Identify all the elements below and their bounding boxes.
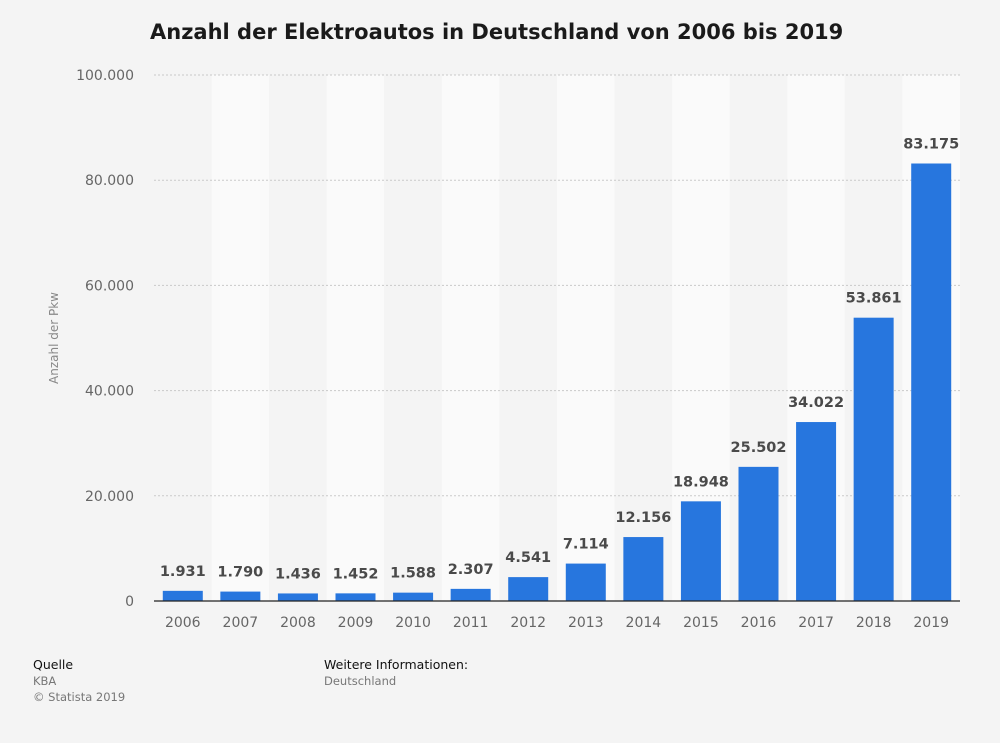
x-tick-label: 2012 <box>510 615 546 631</box>
source-block: Quelle KBA © Statista 2019 <box>33 657 125 705</box>
bar <box>508 577 549 601</box>
background-band <box>154 75 212 601</box>
chart-title: Anzahl der Elektroautos in Deutschland v… <box>150 20 844 44</box>
bar <box>450 588 491 601</box>
value-label: 1.588 <box>390 566 436 582</box>
y-tick-label: 0 <box>125 594 134 610</box>
background-band <box>499 75 557 601</box>
background-band <box>384 75 442 601</box>
bar <box>796 422 837 601</box>
value-label: 7.114 <box>563 537 609 553</box>
copyright: © Statista 2019 <box>33 690 126 704</box>
value-label: 1.436 <box>275 566 321 582</box>
bar <box>623 537 664 601</box>
value-label: 25.502 <box>731 440 787 456</box>
bar <box>680 501 721 601</box>
y-tick-label: 40.000 <box>85 384 134 400</box>
background-band <box>211 75 270 601</box>
value-label: 83.175 <box>903 136 959 152</box>
bar <box>911 163 952 601</box>
x-tick-label: 2008 <box>280 615 316 631</box>
bar <box>335 593 376 601</box>
bar <box>565 563 606 601</box>
value-label: 18.948 <box>673 474 729 490</box>
background-bands <box>154 75 960 601</box>
background-band <box>441 75 500 601</box>
x-tick-label: 2007 <box>223 615 259 631</box>
y-axis-ticks: 0 20.000 40.000 60.000 80.000 100.000 <box>76 68 134 610</box>
bars <box>162 163 952 601</box>
x-tick-label: 2016 <box>741 615 777 631</box>
value-labels: 1.931 1.790 1.436 1.452 1.588 2.307 4.541 7.114… <box>160 136 959 582</box>
y-tick-label: 100.000 <box>76 68 134 84</box>
value-label: 1.790 <box>217 565 263 581</box>
background-band <box>614 75 673 601</box>
info-text: Deutschland <box>324 674 397 688</box>
background-band <box>326 75 385 601</box>
value-label: 12.156 <box>615 510 671 526</box>
bar <box>162 590 203 601</box>
value-label: 4.541 <box>505 550 551 566</box>
background-band <box>557 75 615 601</box>
y-tick-label: 80.000 <box>85 173 134 189</box>
x-tick-label: 2018 <box>856 615 892 631</box>
y-tick-label: 20.000 <box>85 489 134 505</box>
x-tick-label: 2011 <box>453 615 489 631</box>
y-axis-label: Anzahl der Pkw <box>47 292 61 384</box>
x-tick-label: 2006 <box>165 615 201 631</box>
bar <box>220 591 261 601</box>
info-block: Weitere Informationen: Deutschland <box>324 657 468 689</box>
value-label: 2.307 <box>448 562 494 578</box>
value-label: 1.452 <box>333 566 379 582</box>
bar <box>853 317 894 601</box>
x-tick-label: 2017 <box>798 615 834 631</box>
x-tick-label: 2014 <box>626 615 662 631</box>
x-tick-label: 2013 <box>568 615 604 631</box>
x-tick-label: 2019 <box>913 615 949 631</box>
y-tick-label: 60.000 <box>85 278 134 294</box>
bar <box>277 593 318 601</box>
value-label: 1.931 <box>160 564 206 580</box>
x-axis-ticks: 2006 2007 2008 2009 2010 2011 2012 2013 2014 2015… <box>165 615 949 631</box>
bar <box>738 466 779 601</box>
background-band <box>269 75 327 601</box>
source-name: KBA <box>33 674 57 688</box>
x-tick-label: 2015 <box>683 615 719 631</box>
value-label: 53.861 <box>846 291 902 307</box>
value-label: 34.022 <box>788 395 844 411</box>
source-heading: Quelle <box>33 657 74 672</box>
x-tick-label: 2010 <box>395 615 431 631</box>
info-heading: Weitere Informationen: <box>324 657 469 672</box>
bar <box>393 592 434 601</box>
x-tick-label: 2009 <box>338 615 374 631</box>
